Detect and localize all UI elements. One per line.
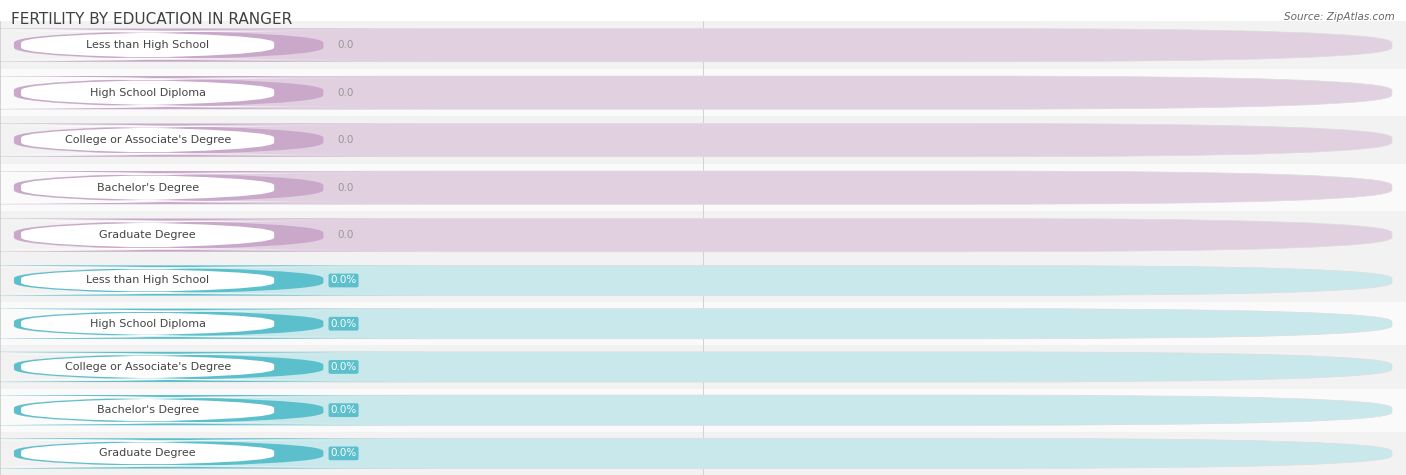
Text: Graduate Degree: Graduate Degree [100, 230, 195, 240]
FancyBboxPatch shape [0, 76, 436, 109]
FancyBboxPatch shape [0, 311, 373, 337]
FancyBboxPatch shape [0, 126, 373, 154]
Text: College or Associate's Degree: College or Associate's Degree [65, 362, 231, 372]
FancyBboxPatch shape [14, 438, 1392, 468]
Text: 0.0: 0.0 [337, 230, 354, 240]
Bar [0, 164, 1406, 211]
Text: Bachelor's Degree: Bachelor's Degree [97, 405, 198, 415]
Text: 0.0%: 0.0% [330, 362, 357, 372]
FancyBboxPatch shape [0, 266, 436, 295]
FancyBboxPatch shape [0, 171, 436, 204]
Bar [0, 211, 1406, 259]
FancyBboxPatch shape [0, 267, 373, 294]
Text: FERTILITY BY EDUCATION IN RANGER: FERTILITY BY EDUCATION IN RANGER [11, 12, 292, 27]
FancyBboxPatch shape [14, 28, 1392, 62]
Text: Source: ZipAtlas.com: Source: ZipAtlas.com [1284, 12, 1395, 22]
Text: High School Diploma: High School Diploma [90, 319, 205, 329]
FancyBboxPatch shape [14, 395, 1392, 425]
FancyBboxPatch shape [0, 354, 373, 380]
Text: Bachelor's Degree: Bachelor's Degree [97, 182, 198, 193]
FancyBboxPatch shape [14, 266, 1392, 295]
FancyBboxPatch shape [0, 438, 436, 468]
Text: High School Diploma: High School Diploma [90, 87, 205, 98]
Bar [0, 345, 1406, 389]
FancyBboxPatch shape [0, 124, 436, 157]
Bar [0, 432, 1406, 475]
Text: 0.0: 0.0 [337, 87, 354, 98]
Text: Graduate Degree: Graduate Degree [100, 448, 195, 458]
Text: Less than High School: Less than High School [86, 276, 209, 285]
FancyBboxPatch shape [0, 218, 436, 252]
FancyBboxPatch shape [14, 352, 1392, 382]
FancyBboxPatch shape [14, 309, 1392, 339]
Bar [0, 21, 1406, 69]
FancyBboxPatch shape [0, 440, 373, 466]
FancyBboxPatch shape [0, 78, 373, 107]
Text: 0.0%: 0.0% [330, 448, 357, 458]
FancyBboxPatch shape [0, 31, 373, 59]
Text: 0.0: 0.0 [337, 40, 354, 50]
Bar [0, 389, 1406, 432]
Text: 0.0%: 0.0% [330, 405, 357, 415]
FancyBboxPatch shape [0, 309, 436, 339]
Text: 0.0: 0.0 [337, 135, 354, 145]
Text: Less than High School: Less than High School [86, 40, 209, 50]
FancyBboxPatch shape [14, 218, 1392, 252]
FancyBboxPatch shape [0, 173, 373, 202]
FancyBboxPatch shape [0, 221, 373, 249]
FancyBboxPatch shape [14, 76, 1392, 109]
FancyBboxPatch shape [0, 395, 436, 425]
FancyBboxPatch shape [0, 28, 436, 62]
FancyBboxPatch shape [14, 171, 1392, 204]
Bar [0, 259, 1406, 302]
Text: College or Associate's Degree: College or Associate's Degree [65, 135, 231, 145]
FancyBboxPatch shape [0, 352, 436, 382]
Bar [0, 116, 1406, 164]
Text: 0.0: 0.0 [337, 182, 354, 193]
Text: 0.0%: 0.0% [330, 276, 357, 285]
Bar [0, 302, 1406, 345]
FancyBboxPatch shape [14, 124, 1392, 157]
FancyBboxPatch shape [0, 397, 373, 423]
Text: 0.0%: 0.0% [330, 319, 357, 329]
Bar [0, 69, 1406, 116]
